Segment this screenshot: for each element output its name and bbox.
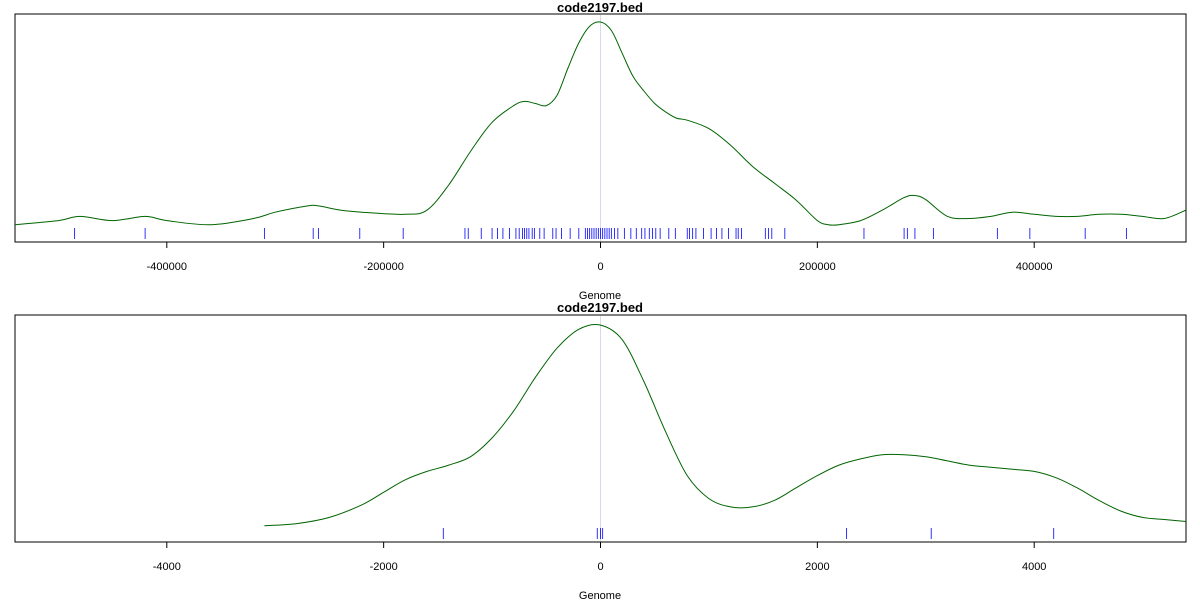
panel-2-rug (442, 528, 1055, 539)
density-panel-2: code2197.bed -4000 -2000 0 2000 4000 Genome (14, 300, 1187, 600)
panel-1-x-axis: -400000 -200000 0 200000 400000 (147, 242, 1053, 273)
x-tick-label-3: 200000 (799, 261, 836, 273)
panel-1-density-curve (14, 21, 1187, 226)
x-tick-label-0: -4000 (153, 561, 181, 573)
x-tick-label-1: -200000 (363, 261, 403, 273)
x-tick-label-2: 0 (597, 261, 603, 273)
panel-2-density-curve (264, 323, 1187, 527)
x-tick-label-0: -400000 (147, 261, 187, 273)
x-tick-label-1: -2000 (370, 561, 398, 573)
x-tick-label-3: 2000 (805, 561, 829, 573)
density-panel-1: code2197.bed -400000 -200000 0 200000 400000… (14, 0, 1187, 302)
panel-1-title: code2197.bed (557, 0, 643, 15)
panel-2-title: code2197.bed (557, 300, 643, 315)
panel-1-rug (74, 228, 1127, 239)
panel-2-x-label: Genome (579, 590, 621, 600)
x-tick-label-4: 4000 (1022, 561, 1046, 573)
x-tick-label-4: 400000 (1016, 261, 1053, 273)
panel-2-x-axis: -4000 -2000 0 2000 4000 (153, 542, 1046, 573)
panel-1-x-label: Genome (579, 290, 621, 302)
x-tick-label-2: 0 (597, 561, 603, 573)
